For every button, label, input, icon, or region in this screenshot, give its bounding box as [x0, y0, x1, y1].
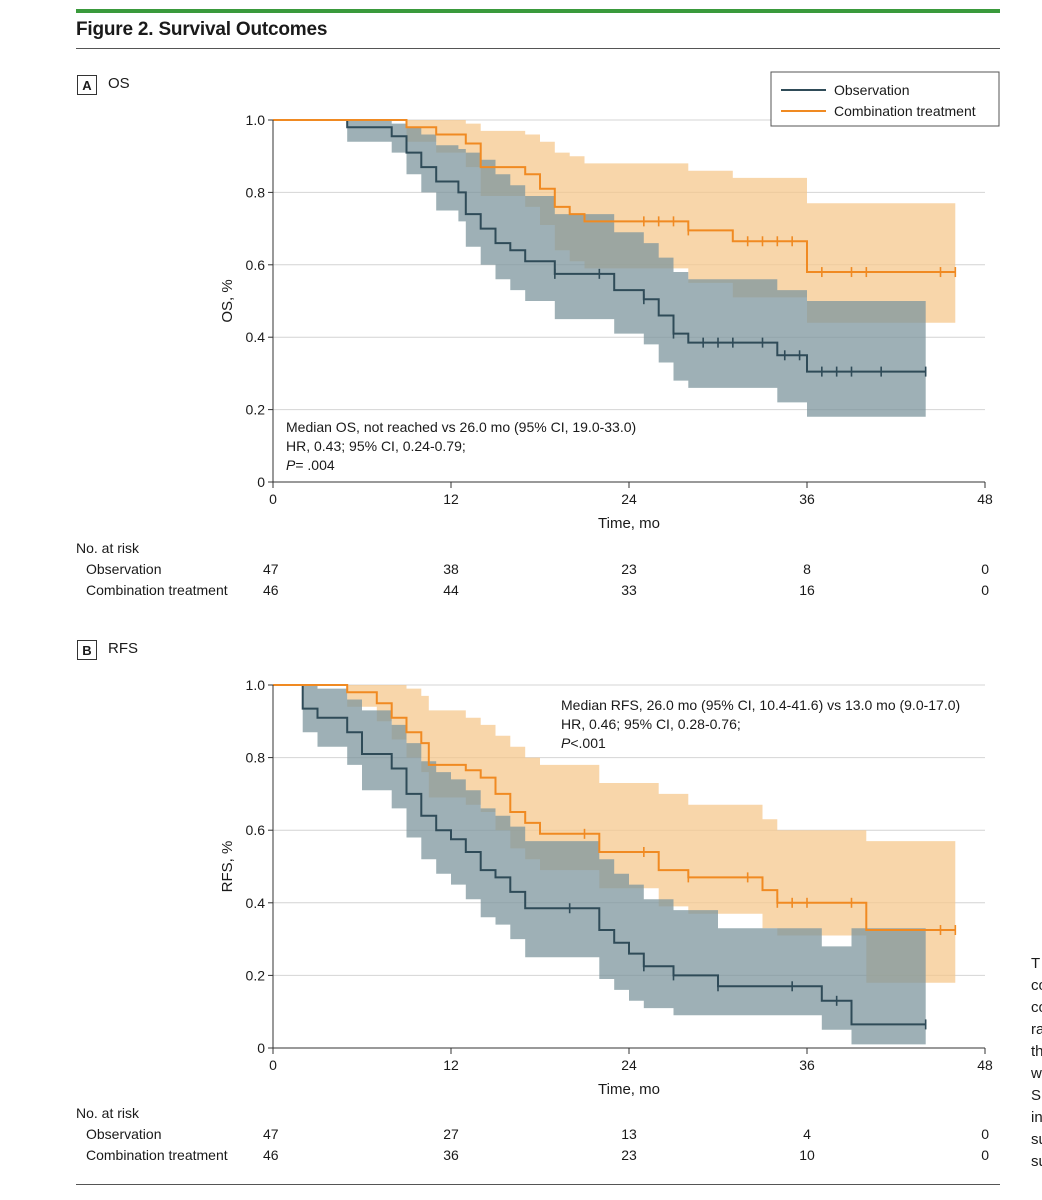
y-axis-label: OS, %: [219, 279, 236, 322]
survival-line-observation: [273, 119, 926, 373]
chart-panel-rfs: 0 0.2 0.4 0.6 0.8 1.0 0 12 24 36 48 Time, mo RFS, % M…: [76, 677, 993, 1163]
x-tick-label: 12: [443, 491, 459, 507]
legend: Observation Combination treatment: [770, 71, 1000, 127]
x-tick-label: 36: [799, 491, 815, 507]
side-text-fragment: Tco co ra th w SI in su su: [1031, 953, 1042, 1173]
y-tick-label: 0.4: [246, 329, 266, 345]
at-risk-count: 33: [621, 582, 637, 598]
at-risk-count: 0: [981, 1126, 989, 1142]
panel-b-name: RFS: [108, 640, 138, 657]
p-value-annotation: P<.001: [561, 735, 606, 751]
x-tick-label: 0: [269, 1057, 277, 1073]
at-risk-count: 44: [443, 582, 459, 598]
at-risk-count: 46: [263, 1147, 279, 1163]
accent-bar: [76, 9, 1000, 13]
x-tick-label: 48: [977, 491, 993, 507]
side-text-line: w: [1031, 1065, 1042, 1082]
at-risk-count: 46: [263, 582, 279, 598]
p-symbol: P: [561, 735, 571, 751]
side-text-line: SI: [1031, 1087, 1042, 1104]
at-risk-count: 23: [621, 561, 637, 577]
x-tick-label: 24: [621, 1057, 637, 1073]
at-risk-title: No. at risk: [76, 1105, 140, 1121]
x-tick-label: 12: [443, 1057, 459, 1073]
x-axis-label: Time, mo: [598, 1081, 660, 1098]
y-tick-label: 0: [257, 474, 265, 490]
at-risk-table: No. at risk Observation 47 38 23 8 0 Combinatio…: [76, 540, 989, 598]
at-risk-count: 47: [263, 1126, 279, 1142]
side-text-line: co: [1031, 999, 1042, 1016]
at-risk-count: 36: [443, 1147, 459, 1163]
at-risk-row-label: Combination treatment: [86, 1147, 228, 1163]
at-risk-count: 0: [981, 582, 989, 598]
x-tick-label: 0: [269, 491, 277, 507]
y-tick-label: 0.2: [246, 967, 266, 983]
panel-a-name: OS: [108, 75, 130, 92]
y-tick-label: 0.6: [246, 257, 266, 273]
at-risk-table: No. at risk Observation 47 27 13 4 0 Combinatio…: [76, 1105, 989, 1163]
survival-line-combination: [273, 119, 956, 273]
side-text-line: su: [1031, 1153, 1042, 1170]
y-tick-label: 0.2: [246, 402, 266, 418]
side-text-line: th: [1031, 1043, 1042, 1060]
chart-panel-os: 0 0.2 0.4 0.6 0.8 1.0 0 12 24 36 48 Time, mo OS, % Me…: [76, 71, 1000, 598]
x-tick-label: 24: [621, 491, 637, 507]
at-risk-title: No. at risk: [76, 540, 140, 556]
side-text-line: ra: [1031, 1021, 1042, 1038]
hr-annotation: HR, 0.46; 95% CI, 0.28-0.76;: [561, 716, 741, 732]
survival-line-combination: [273, 684, 956, 931]
x-axis-label: Time, mo: [598, 515, 660, 532]
y-tick-label: 0.8: [246, 750, 266, 766]
at-risk-count: 0: [981, 1147, 989, 1163]
y-tick-label: 1.0: [246, 677, 266, 693]
ci-band-observation: [273, 685, 926, 1045]
p-value: <.001: [570, 735, 606, 751]
x-tick-label: 48: [977, 1057, 993, 1073]
y-tick-label: 0.6: [246, 822, 266, 838]
y-tick-label: 0.4: [246, 895, 266, 911]
at-risk-count: 47: [263, 561, 279, 577]
at-risk-count: 10: [799, 1147, 815, 1163]
figure-title: Figure 2. Survival Outcomes: [76, 19, 328, 40]
legend-label: Combination treatment: [834, 103, 976, 119]
side-text-line: T: [1031, 955, 1041, 972]
y-tick-label: 1.0: [246, 112, 266, 128]
at-risk-row-label: Observation: [86, 561, 161, 577]
at-risk-count: 0: [981, 561, 989, 577]
side-text-line: in: [1031, 1109, 1042, 1126]
y-axis-label: RFS, %: [219, 841, 236, 893]
ci-band-combination: [273, 685, 956, 983]
title-divider: [76, 48, 1000, 49]
legend-label: Observation: [834, 82, 909, 98]
p-value: = .004: [295, 457, 335, 473]
at-risk-count: 27: [443, 1126, 459, 1142]
y-tick-label: 0.8: [246, 184, 266, 200]
median-annotation: Median OS, not reached vs 26.0 mo (95% C…: [286, 419, 636, 435]
at-risk-count: 23: [621, 1147, 637, 1163]
x-tick-label: 36: [799, 1057, 815, 1073]
panel-b-label: B: [77, 640, 97, 660]
at-risk-count: 38: [443, 561, 459, 577]
at-risk-count: 13: [621, 1126, 637, 1142]
bottom-divider: [76, 1184, 1000, 1185]
at-risk-count: 4: [803, 1126, 811, 1142]
p-value-annotation: P= .004: [286, 457, 335, 473]
at-risk-count: 8: [803, 561, 811, 577]
y-tick-label: 0: [257, 1040, 265, 1056]
panel-a-label: A: [77, 75, 97, 95]
median-annotation: Median RFS, 26.0 mo (95% CI, 10.4-41.6) …: [561, 697, 960, 713]
at-risk-row-label: Combination treatment: [86, 582, 228, 598]
p-symbol: P: [286, 457, 296, 473]
at-risk-count: 16: [799, 582, 815, 598]
legend-box: [770, 71, 1000, 127]
side-text-line: co: [1031, 977, 1042, 994]
at-risk-row-label: Observation: [86, 1126, 161, 1142]
hr-annotation: HR, 0.43; 95% CI, 0.24-0.79;: [286, 438, 466, 454]
side-text-line: su: [1031, 1131, 1042, 1148]
